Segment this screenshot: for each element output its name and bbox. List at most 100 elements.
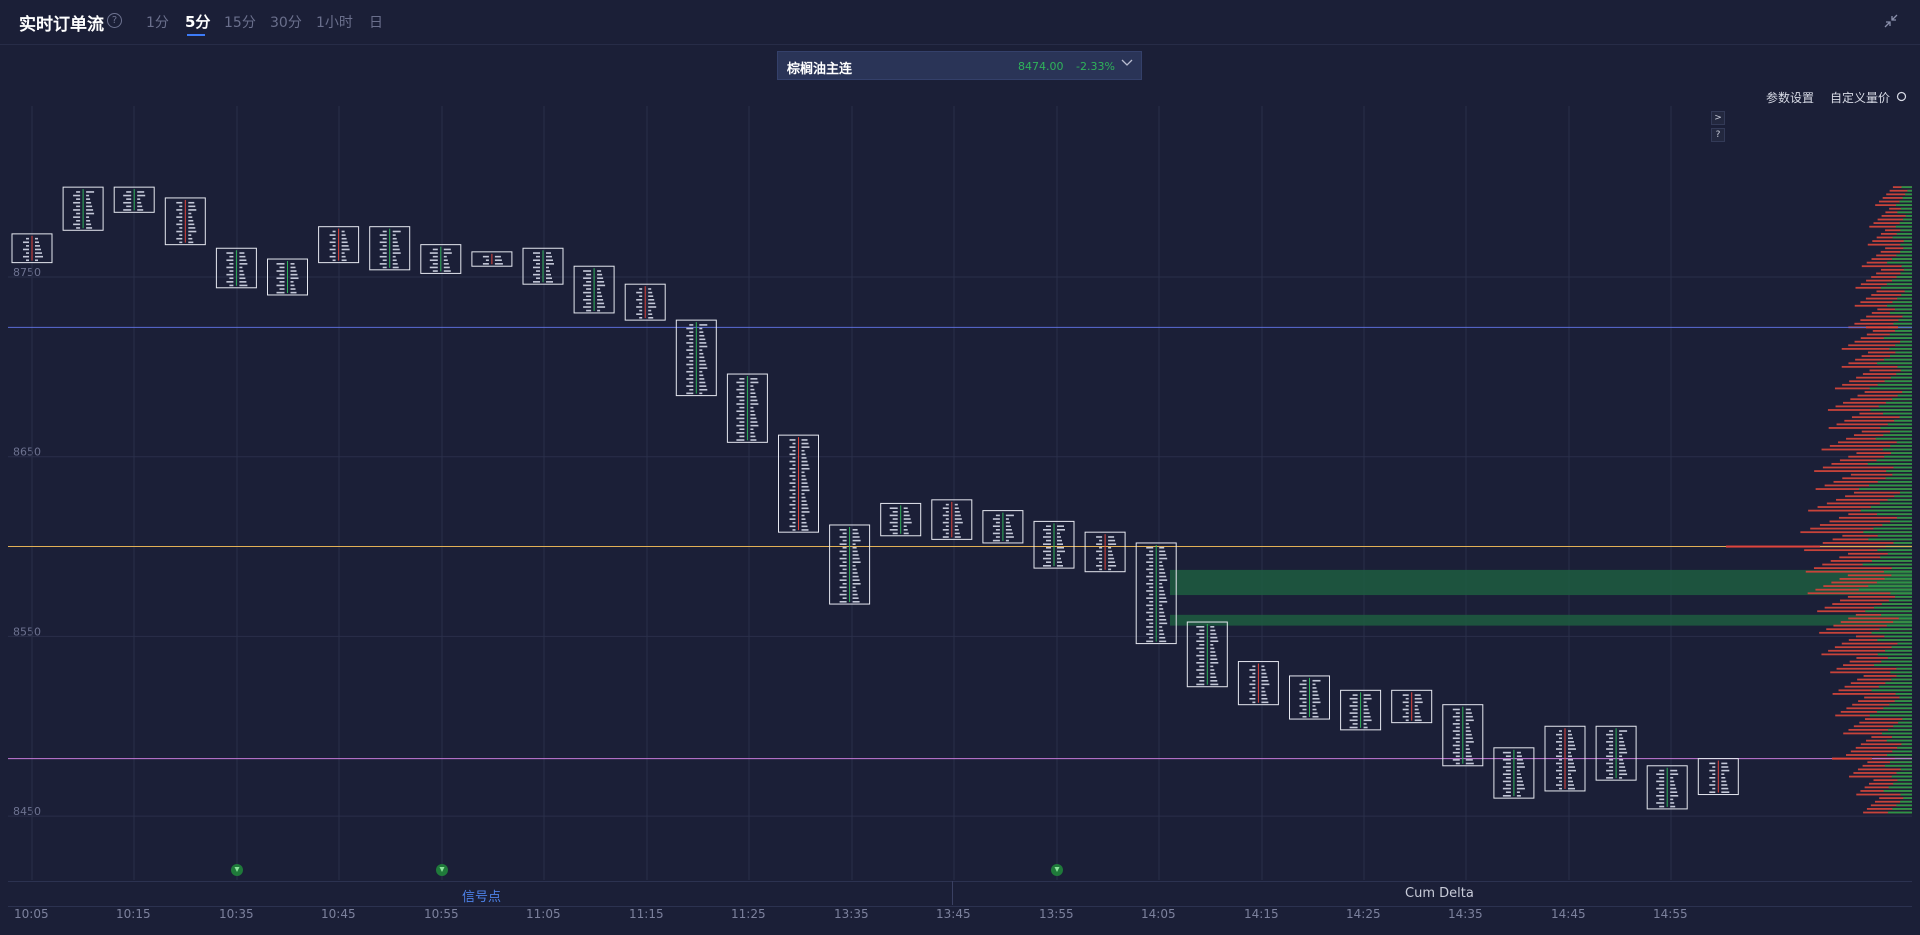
footprint-cell-bid bbox=[123, 194, 132, 197]
volume-profile-bar-sell bbox=[1881, 215, 1912, 217]
footprint-cell-bid bbox=[536, 263, 540, 265]
volume-profile-bar-sell bbox=[1832, 603, 1912, 605]
footprint-cell-bid bbox=[1046, 554, 1051, 556]
tab-1hour[interactable]: 1小时 bbox=[316, 15, 353, 31]
footprint-cell-ask bbox=[188, 212, 192, 215]
volume-profile-bar-buy bbox=[1865, 610, 1912, 613]
footprint-cell-ask bbox=[1108, 564, 1117, 567]
collapse-icon[interactable] bbox=[1884, 14, 1898, 28]
footprint-cell-ask bbox=[1159, 629, 1164, 632]
footprint-cell-bid bbox=[429, 259, 438, 262]
footprint-cell-ask bbox=[801, 446, 810, 448]
footprint-cell-ask bbox=[1414, 697, 1422, 700]
footprint-cell-ask bbox=[35, 248, 41, 251]
footprint-cell-ask bbox=[188, 241, 194, 244]
volume-profile-bar-buy bbox=[1900, 243, 1912, 246]
footprint-cell-bid bbox=[1352, 701, 1358, 704]
footprint-cell-ask bbox=[750, 403, 759, 405]
footprint-cell-ask bbox=[801, 442, 809, 445]
footprint-cell-ask bbox=[750, 381, 759, 384]
footprint-cell-ask bbox=[546, 270, 550, 272]
volume-profile-bar-buy bbox=[1886, 470, 1912, 472]
volume-profile-bar-sell bbox=[1829, 520, 1912, 523]
footprint-cell-bid bbox=[1252, 687, 1256, 689]
footprint-cell-bid bbox=[839, 536, 847, 538]
tab-day[interactable]: 日 bbox=[369, 15, 383, 31]
footprint-cell-bid bbox=[636, 298, 643, 301]
footprint-cell-bid bbox=[482, 255, 489, 258]
volume-profile-bar-sell bbox=[1839, 459, 1912, 462]
volume-profile-bar-buy bbox=[1882, 448, 1912, 451]
custom-volume-button[interactable]: 自定义量价 bbox=[1830, 91, 1891, 105]
footprint-cell-ask bbox=[1516, 795, 1521, 797]
footprint-cell-ask bbox=[1210, 662, 1219, 664]
volume-profile-bar-buy bbox=[1890, 520, 1912, 523]
footprint-cell-bid bbox=[583, 277, 592, 280]
settings-button[interactable]: 参数设置 bbox=[1766, 91, 1815, 105]
cum-delta-tab[interactable]: Cum Delta bbox=[1405, 886, 1474, 901]
footprint-cell-bid bbox=[1455, 733, 1460, 736]
symbol-selector[interactable]: 棕榈油主连 8474.00 -2.33% bbox=[777, 51, 1142, 80]
footprint-cell-ask bbox=[546, 277, 552, 280]
footprint-cell-bid bbox=[789, 467, 796, 470]
footprint-cell-bid bbox=[276, 284, 285, 287]
footprint-cell-ask bbox=[392, 245, 399, 247]
settings-circle-icon[interactable] bbox=[1896, 91, 1907, 102]
footprint-cell-ask bbox=[1210, 665, 1214, 668]
tab-30min[interactable]: 30分 bbox=[270, 15, 302, 31]
footprint-cell-ask bbox=[699, 374, 704, 377]
volume-profile-bar-sell bbox=[1864, 718, 1912, 720]
volume-profile-bar-buy bbox=[1875, 437, 1912, 440]
footprint-cell-ask bbox=[1261, 683, 1270, 686]
footprint-cell-ask bbox=[290, 266, 296, 269]
footprint-cell-ask bbox=[188, 230, 197, 233]
volume-profile-bar-sell bbox=[1842, 477, 1912, 480]
footprint-cell-ask bbox=[1159, 608, 1164, 610]
help-icon[interactable]: ? bbox=[107, 13, 122, 28]
volume-profile-bar-buy bbox=[1896, 373, 1912, 375]
signal-points-tab[interactable]: 信号点 bbox=[462, 890, 502, 905]
footprint-cell-bid bbox=[1709, 784, 1716, 786]
imbalance-zone bbox=[1170, 569, 1912, 596]
volume-profile-bar-buy bbox=[1897, 746, 1912, 749]
footprint-cell-bid bbox=[276, 270, 285, 272]
volume-profile-bar-buy bbox=[1893, 322, 1912, 325]
footprint-cell-bid bbox=[1302, 694, 1307, 696]
expand-button[interactable]: > bbox=[1711, 111, 1725, 125]
volume-profile-bar-buy bbox=[1884, 577, 1912, 580]
footprint-candle bbox=[1033, 520, 1075, 569]
footprint-cell-ask bbox=[954, 518, 962, 520]
footprint-cell-bid bbox=[1505, 784, 1511, 786]
chevron-down-icon bbox=[1121, 59, 1133, 66]
footprint-cell-ask bbox=[852, 557, 860, 560]
tab-1min[interactable]: 1分 bbox=[146, 15, 169, 31]
tab-15min[interactable]: 15分 bbox=[224, 15, 256, 31]
volume-profile-bar-buy bbox=[1893, 466, 1912, 469]
footprint-cell-bid bbox=[332, 252, 336, 254]
volume-profile-bar-sell bbox=[1841, 347, 1912, 350]
volume-profile-bar-sell bbox=[1838, 516, 1912, 519]
footprint-cell-ask bbox=[1721, 784, 1728, 786]
footprint-cell-bid bbox=[382, 266, 387, 269]
footprint-cell-bid bbox=[583, 291, 592, 294]
footprint-cell-ask bbox=[86, 219, 91, 222]
footprint-cell-bid bbox=[1146, 604, 1154, 607]
footprint-candle bbox=[318, 226, 360, 264]
footprint-cell-bid bbox=[1252, 672, 1256, 675]
symbol-price: 8474.00 bbox=[1018, 60, 1064, 73]
footprint-cell-ask bbox=[750, 414, 756, 416]
tab-5min[interactable]: 5分 bbox=[185, 13, 211, 31]
volume-profile-bar-buy bbox=[1897, 211, 1912, 214]
volume-profile-bar-buy bbox=[1876, 581, 1912, 584]
footprint-cell-bid bbox=[1712, 766, 1716, 768]
volume-profile-bar-buy bbox=[1869, 387, 1912, 390]
footprint-cell-ask bbox=[1619, 737, 1624, 740]
help-button[interactable]: ? bbox=[1711, 128, 1725, 142]
footprint-cell-bid bbox=[1096, 536, 1103, 538]
volume-profile-bar-buy bbox=[1884, 455, 1912, 458]
volume-profile-bar-buy bbox=[1895, 693, 1912, 695]
footprint-candle bbox=[1391, 689, 1433, 724]
footprint-cell-ask bbox=[648, 295, 654, 297]
footprint-candle bbox=[1289, 675, 1330, 720]
footprint-cell-ask bbox=[1005, 536, 1014, 538]
